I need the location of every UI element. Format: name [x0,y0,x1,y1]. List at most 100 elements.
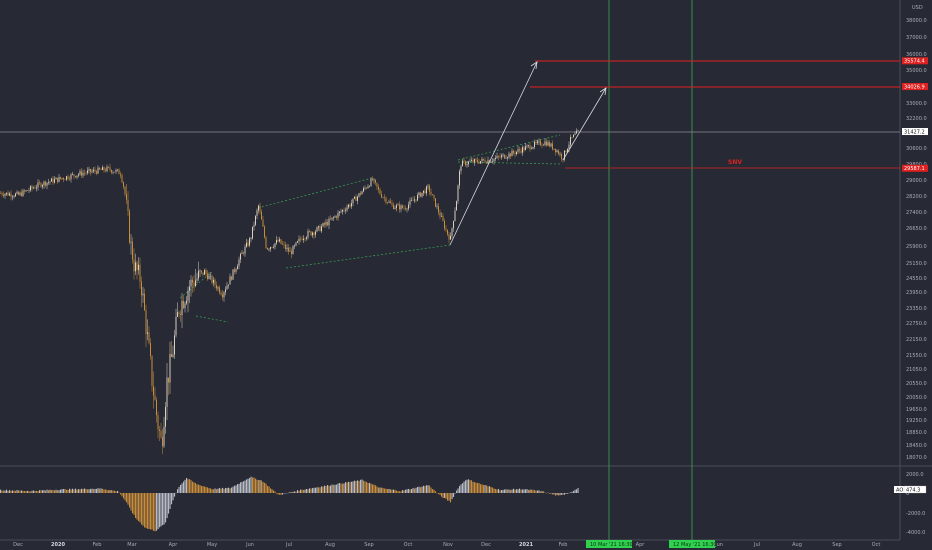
ao-axis-tick: 2000.0 [906,472,924,478]
ao-bar [364,481,366,493]
ao-bar [466,479,468,493]
ao-bar [331,484,333,493]
candle-body [502,154,504,156]
ao-axis-tick: -2000.0 [906,511,925,517]
ao-bar [279,493,281,495]
candle-body [373,179,375,181]
time-axis-tick: Jun [245,542,254,548]
ao-bar [523,489,525,493]
ao-bar [349,482,351,493]
ao-bar [36,490,38,493]
candle-body [54,179,55,183]
candle-body [396,205,397,208]
ao-bar [142,493,144,526]
ao-bar [534,490,536,493]
candle-body [249,238,250,246]
ao-bar [307,489,309,493]
ao-axis-tick: -4000.0 [906,530,925,536]
candle-body [61,178,63,179]
ao-bar [235,485,237,493]
candle-body [333,217,334,219]
candle-body [235,269,237,272]
ao-bar [192,481,194,493]
candle-body [55,177,57,180]
ao-bar [324,485,326,493]
price-axis-tick: 35000.0 [906,68,927,74]
candle-body [507,157,508,159]
ao-bar [282,493,284,495]
ao-bar [49,489,51,493]
candle-body [247,242,249,246]
candle-body [435,198,436,207]
ao-bar [565,493,567,494]
ao-bar [352,481,354,493]
candle-body [232,269,234,280]
candle-body [379,189,381,195]
ao-bar [130,493,132,511]
price-axis-tick: 28200.0 [906,194,927,200]
candle-body [336,216,337,218]
candle-body [334,216,336,218]
candle-body [246,242,247,247]
ao-bar [109,490,111,493]
candle-body [25,190,27,192]
candle-body [546,141,547,146]
ao-bar [259,480,261,493]
ao-bar [165,493,167,523]
ao-bar [136,493,138,520]
candle-body [156,399,157,416]
candle-body [577,130,579,131]
candle-body [106,166,108,172]
candle-body [169,354,171,383]
ao-bar [274,491,276,493]
ao-bar [447,493,449,501]
ao-bar [250,476,252,493]
candle-body [66,176,67,180]
price-axis-tick: 36000.0 [906,52,927,58]
ao-bar [190,480,192,493]
ao-bar [178,486,180,493]
candle-body [538,141,540,142]
candle-body [63,178,64,180]
price-axis-tick: 19250.0 [906,418,927,424]
ao-bar [507,489,509,493]
candle-body [84,172,85,174]
ao-bar [535,490,537,493]
candle-body [154,395,156,400]
candle-body [544,141,546,145]
candle-body [186,300,187,304]
price-tag: 34026.9 [902,83,928,90]
ao-bar [517,489,519,493]
candle-body [301,239,303,241]
candle-body [1,193,3,195]
ao-axis[interactable]: 2000.0 0 -2000.0 -4000.0 [906,472,925,536]
ao-bar [184,479,186,493]
ao-bar [64,489,66,493]
ao-bar [322,486,324,493]
ao-bar [343,483,345,493]
candle-body [540,141,541,146]
candle-body [369,186,370,187]
ao-bar [480,484,482,493]
time-axis[interactable]: Dec 2020 Feb Mar Apr May Jun Jul Aug Sep Oct Nov Dec… [13,542,880,548]
candle-body [387,202,388,204]
candle-body [397,204,399,206]
candle-body [505,158,507,159]
candle-body [279,239,280,242]
candle-body [423,190,424,193]
price-tag-label: 29587.1 [904,166,925,172]
ao-bar [472,481,474,493]
ao-bar [496,489,498,493]
ao-bar [234,485,236,493]
ao-bar [97,488,99,493]
time-axis-tick: Sep [364,542,373,548]
price-axis-tick: 18070.0 [906,455,927,461]
ao-bar [246,479,248,493]
candle-body [345,210,346,212]
ao-bar [48,490,50,493]
candle-body [322,223,324,227]
candle-body [417,195,418,201]
ao-bar [478,483,480,493]
ao-bar [406,489,408,493]
